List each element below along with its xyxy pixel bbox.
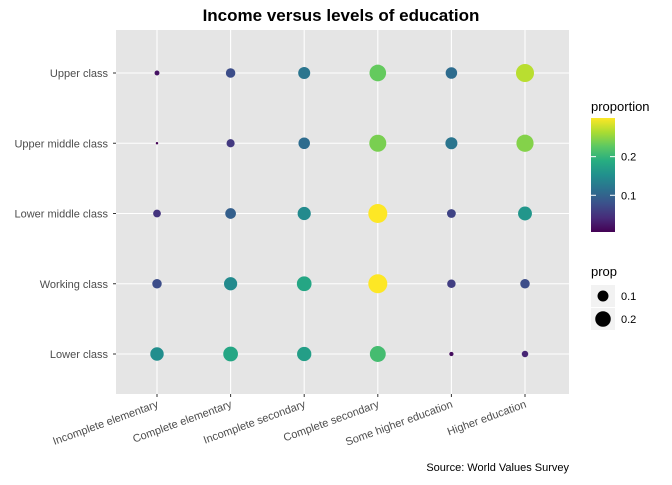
- size-legend-key: [597, 290, 609, 302]
- color-legend: proportion 0.1 0.2: [591, 99, 650, 232]
- point-working-class-incomplete-elementary: [152, 279, 162, 289]
- point-upper-class-higher-education: [515, 63, 535, 83]
- size-legend-items: 0.1 0.2: [591, 285, 636, 330]
- color-legend-title: proportion: [591, 99, 650, 114]
- y-tick-label: Lower middle class: [14, 209, 108, 221]
- point-working-class-incomplete-secondary: [296, 276, 312, 292]
- point-upper-middle-class-some-higher-education: [445, 137, 458, 150]
- point-lower-middle-class-incomplete-secondary: [297, 206, 311, 221]
- point-upper-class-complete-elementary: [225, 68, 236, 78]
- size-legend-label: 0.2: [621, 314, 636, 326]
- data-points: [150, 63, 535, 362]
- point-lower-class-incomplete-secondary: [297, 346, 312, 362]
- color-legend-bar: [591, 118, 615, 232]
- size-legend-key: [595, 311, 611, 327]
- point-lower-class-some-higher-education: [449, 351, 454, 357]
- point-lower-middle-class-complete-elementary: [225, 208, 236, 219]
- point-lower-class-complete-secondary: [369, 346, 386, 362]
- color-legend-ticks: 0.1 0.2: [591, 152, 636, 202]
- point-upper-class-some-higher-education: [445, 67, 458, 79]
- size-legend: prop 0.1 0.2: [591, 264, 636, 330]
- point-lower-middle-class-some-higher-education: [446, 209, 456, 218]
- point-upper-class-incomplete-elementary: [154, 70, 160, 76]
- point-lower-middle-class-complete-secondary: [368, 204, 388, 223]
- point-lower-class-incomplete-elementary: [150, 347, 164, 361]
- point-upper-middle-class-complete-elementary: [226, 139, 235, 148]
- size-legend-label: 0.1: [621, 291, 636, 303]
- y-tick-label: Lower class: [50, 349, 109, 361]
- size-legend-title: prop: [591, 264, 617, 279]
- point-lower-class-higher-education: [521, 350, 529, 358]
- point-lower-class-complete-elementary: [223, 346, 238, 362]
- color-legend-tick-label: 0.1: [621, 190, 636, 202]
- point-upper-middle-class-incomplete-secondary: [298, 137, 310, 149]
- point-working-class-higher-education: [520, 279, 530, 289]
- chart-title: Income versus levels of education: [203, 6, 480, 25]
- color-legend-tick-label: 0.2: [621, 152, 636, 164]
- chart-caption: Source: World Values Survey: [426, 462, 569, 474]
- point-upper-middle-class-higher-education: [516, 134, 534, 152]
- y-tick-label: Upper class: [50, 68, 109, 80]
- point-lower-middle-class-incomplete-elementary: [153, 209, 161, 218]
- point-working-class-some-higher-education: [447, 279, 456, 288]
- point-upper-middle-class-incomplete-elementary: [155, 142, 159, 145]
- point-working-class-complete-secondary: [368, 274, 388, 294]
- plot-panel: [116, 30, 569, 394]
- y-tick-label: Upper middle class: [14, 138, 108, 150]
- point-lower-middle-class-higher-education: [518, 206, 532, 221]
- y-axis-ticks: Upper class Upper middle class Lower middl…: [14, 68, 116, 361]
- point-upper-class-incomplete-secondary: [298, 66, 311, 80]
- point-upper-class-complete-secondary: [369, 64, 387, 82]
- x-tick-label: Higher education: [446, 399, 528, 439]
- point-upper-middle-class-complete-secondary: [369, 134, 387, 152]
- y-tick-label: Working class: [40, 279, 109, 291]
- point-working-class-complete-elementary: [224, 277, 238, 291]
